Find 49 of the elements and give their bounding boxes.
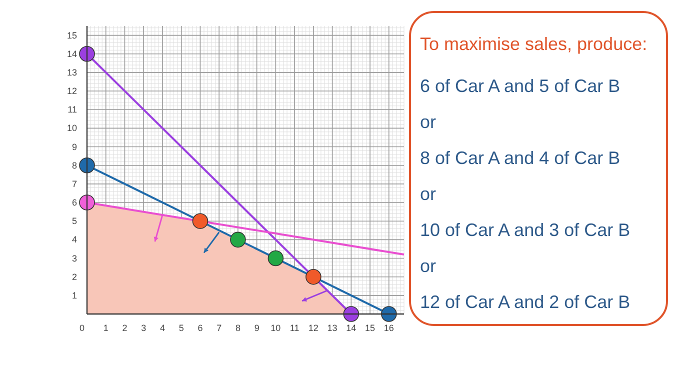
x-tick-label: 12 (308, 323, 318, 333)
point (268, 250, 284, 266)
y-tick-label: 6 (72, 198, 77, 208)
x-tick-label: 16 (384, 323, 394, 333)
x-tick-label: 15 (365, 323, 376, 333)
text: 10 of Car A and 3 of Car B (420, 220, 630, 240)
x-tick-label: 13 (327, 323, 338, 333)
point (79, 194, 95, 210)
x-tick-label: 3 (141, 323, 146, 333)
text: 8 of Car A and 4 of Car B (420, 148, 620, 168)
x-tick-label: 14 (346, 323, 356, 333)
x-tick-label: 10 (270, 323, 281, 333)
y-tick-label: 2 (72, 272, 77, 282)
y-tick-label: 1 (72, 290, 77, 300)
text: or (420, 184, 436, 204)
text: or (420, 112, 436, 132)
y-tick-label: 12 (66, 86, 77, 96)
text: or (420, 256, 436, 276)
x-tick-label: 9 (254, 323, 260, 333)
y-tick-label: 15 (66, 30, 77, 40)
y-tick-label: 5 (72, 216, 77, 226)
x-tick-label: 2 (122, 323, 128, 333)
point (306, 268, 322, 285)
point (230, 232, 246, 248)
x-tick-label: 8 (235, 323, 240, 333)
y-tick-label: 7 (72, 178, 77, 189)
y-tick-label: 4 (72, 234, 77, 245)
x-tick-label: 0 (79, 323, 85, 333)
y-tick-label: 3 (72, 253, 77, 264)
point (79, 157, 95, 174)
x-tick-label: 7 (216, 323, 222, 333)
text: 12 of Car A and 2 of Car B (420, 292, 630, 312)
y-tick-label: 9 (72, 142, 77, 152)
y-tick-label: 13 (66, 67, 77, 78)
point (192, 213, 208, 229)
y-tick-label: 8 (72, 160, 77, 170)
y-tick-label: 14 (66, 48, 77, 59)
y-tick-label: 10 (66, 123, 77, 134)
text: 6 of Car A and 5 of Car B (420, 76, 620, 96)
y-tick-label: 11 (68, 104, 77, 115)
x-tick-label: 4 (160, 323, 165, 333)
x-tick-label: 5 (178, 323, 184, 333)
text: To maximise sales, produce: (420, 34, 648, 54)
x-tick-label: 11 (290, 323, 300, 333)
x-tick-label: 6 (198, 323, 203, 333)
point (343, 306, 360, 322)
point (79, 46, 95, 62)
x-tick-label: 1 (103, 323, 108, 333)
point (381, 306, 397, 322)
